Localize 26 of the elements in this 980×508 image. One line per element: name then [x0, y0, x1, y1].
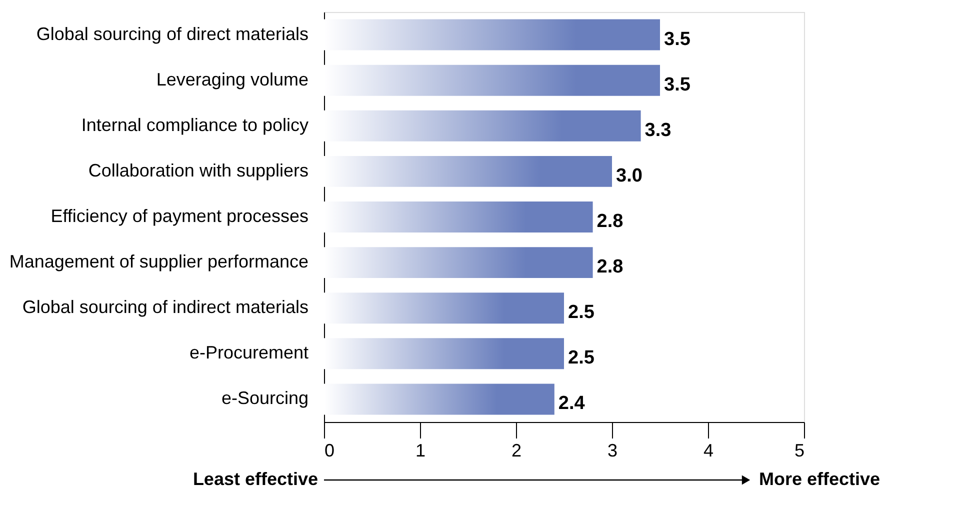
y-tick-label: Collaboration with suppliers	[88, 160, 308, 180]
x-tick-label: 1	[415, 440, 426, 460]
data-label: 2.5	[568, 302, 595, 324]
data-label: 3.5	[664, 74, 691, 96]
y-tick-label: Efficiency of payment processes	[50, 206, 308, 226]
y-tick-label: Management of supplier performance	[9, 252, 308, 272]
x-tick-label: 5	[794, 440, 804, 460]
y-tick-label: Global sourcing of direct materials	[36, 24, 308, 44]
x-tick-label: 4	[703, 440, 714, 460]
data-label: 3.3	[644, 120, 672, 141]
data-label: 3.0	[616, 165, 642, 186]
y-tick-label: e-Sourcing	[221, 388, 308, 408]
text: More effective	[759, 469, 880, 489]
data-label: 2.8	[596, 211, 624, 232]
x-tick-label: 2	[511, 440, 522, 460]
data-label: 2.4	[558, 393, 586, 414]
x-tick-label: 3	[607, 440, 618, 460]
y-tick-label: Global sourcing of indirect materials	[22, 297, 308, 318]
data-label: 3.5	[664, 28, 691, 50]
data-label: 2.8	[596, 256, 624, 278]
y-tick-label: Internal compliance to policy	[81, 114, 308, 135]
y-tick-label: e-Procurement	[189, 342, 308, 363]
x-tick-label: 0	[324, 440, 335, 460]
y-tick-label: Leveraging volume	[156, 69, 308, 90]
data-label: 2.5	[568, 348, 595, 369]
text: Least effective	[192, 469, 318, 489]
